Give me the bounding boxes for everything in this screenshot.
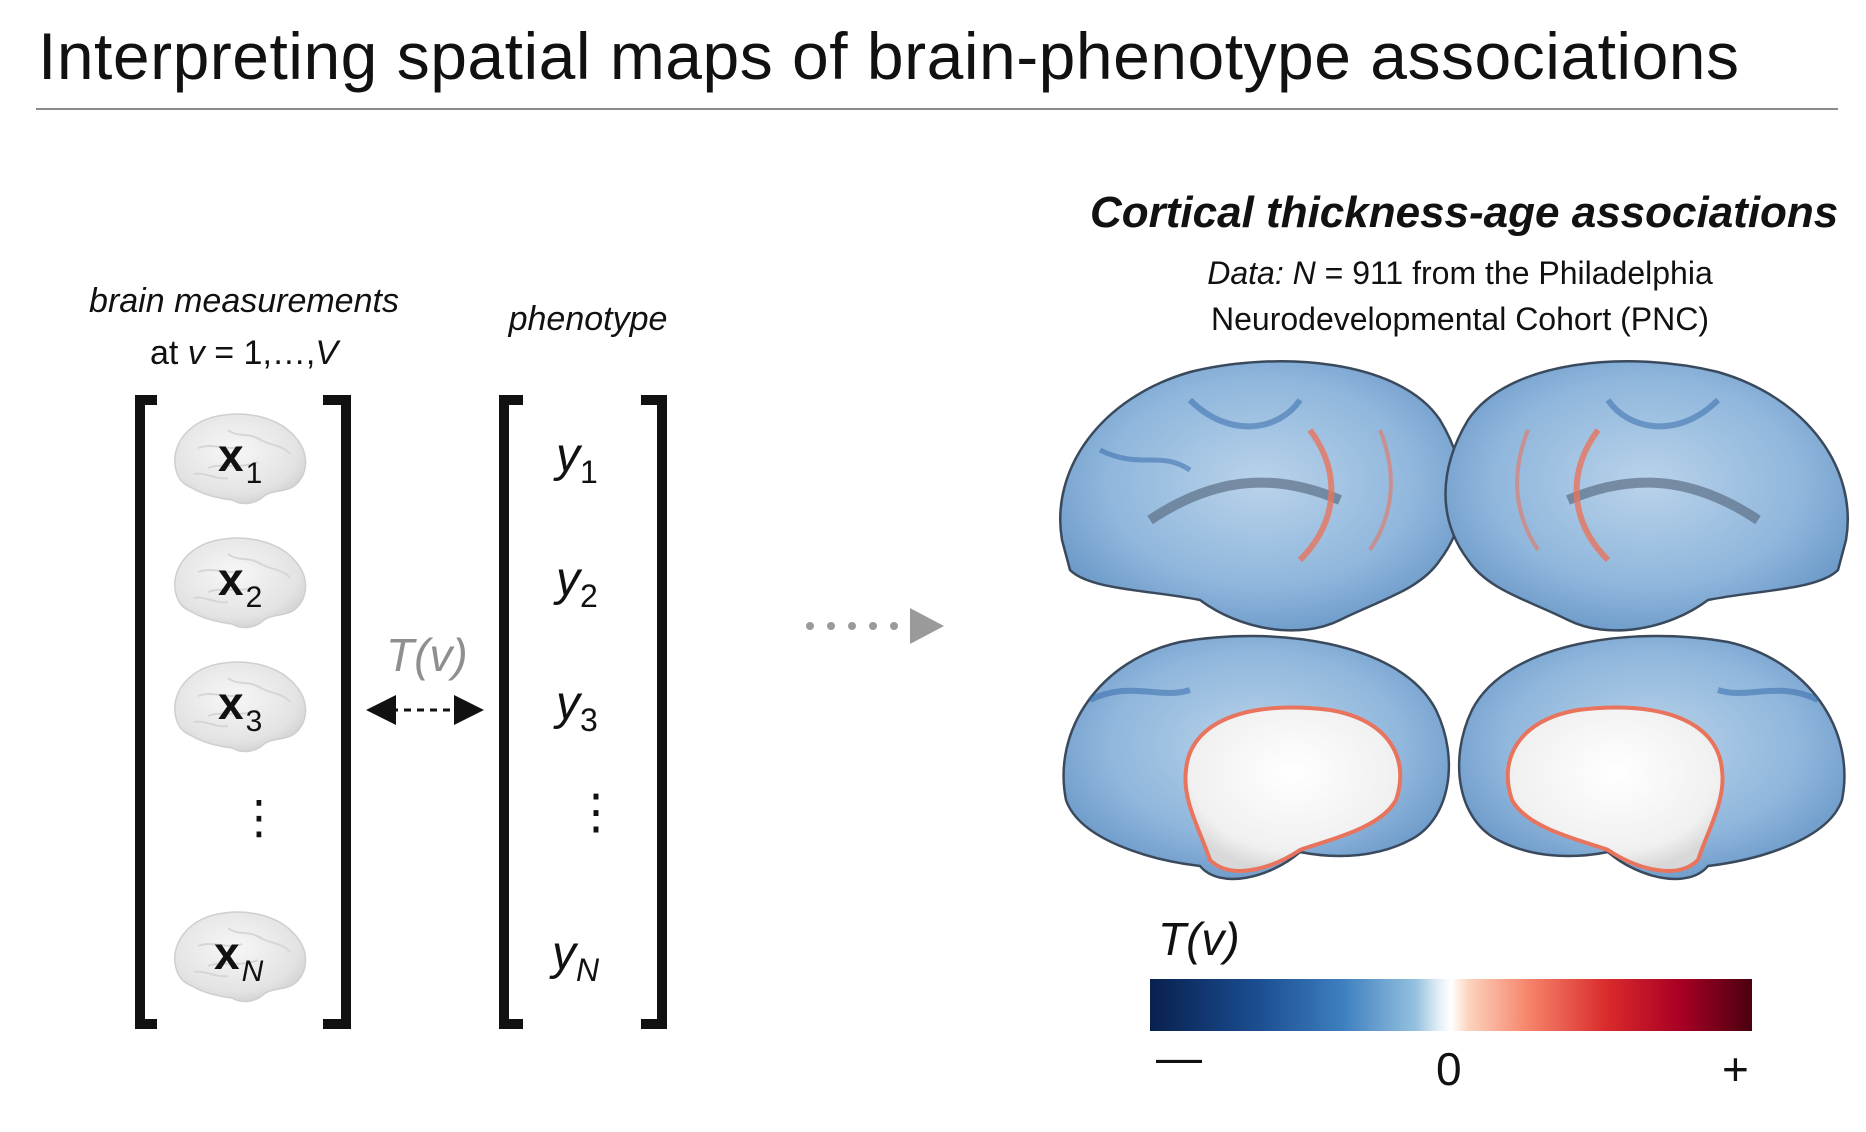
data-line1: Data: N = 911 from the Philadelphia: [1207, 255, 1713, 291]
data-description: Data: N = 911 from the Philadelphia Neur…: [1090, 250, 1830, 342]
phenotype-left-bracket: [499, 395, 523, 1029]
brain-measurements-label: brain measurements at v = 1,…,V: [60, 275, 428, 379]
y-label-1: y1: [556, 429, 598, 490]
cortex-lateral-right: [1444, 360, 1849, 632]
colorbar-tick-positive: +: [1722, 1043, 1749, 1095]
y-vdots: ⋮: [572, 786, 620, 839]
association-arrow-label: T(v): [386, 629, 468, 681]
page-title: Interpreting spatial maps of brain-pheno…: [38, 19, 1740, 93]
y-label-2: y2: [556, 553, 598, 614]
x-vdots: ⋮: [236, 791, 282, 843]
cortex-lateral-left: [1059, 360, 1464, 632]
x-label-N: xN: [214, 927, 264, 988]
brain-matrix-right-bracket: [323, 395, 351, 1029]
phenotype-right-bracket: [641, 395, 667, 1029]
cortex-medial-left: [1062, 634, 1451, 881]
cortical-title: Cortical thickness-age associations: [1090, 188, 1839, 237]
brain-label-line2: at v = 1,…,V: [149, 334, 339, 372]
phenotype-label: phenotype: [508, 300, 668, 338]
colorbar-title: T(v): [1158, 913, 1240, 965]
cortex-medial-right: [1457, 634, 1846, 881]
x-label-3: x3: [218, 677, 263, 738]
colorbar-tick-negative: —: [1156, 1031, 1202, 1083]
colorbar: [1150, 979, 1752, 1031]
y-label-N: yN: [552, 927, 600, 988]
colorbar-tick-zero: 0: [1436, 1043, 1462, 1095]
title-divider: [36, 108, 1838, 110]
brain-label-line1: brain measurements: [89, 282, 399, 320]
x-label-2: x2: [218, 553, 263, 614]
x-label-1: x1: [218, 429, 263, 490]
data-line2: Neurodevelopmental Cohort (PNC): [1211, 301, 1709, 337]
brain-matrix-left-bracket: [135, 395, 157, 1029]
y-label-3: y3: [556, 677, 598, 738]
dotted-arrow-icon: [806, 608, 944, 644]
